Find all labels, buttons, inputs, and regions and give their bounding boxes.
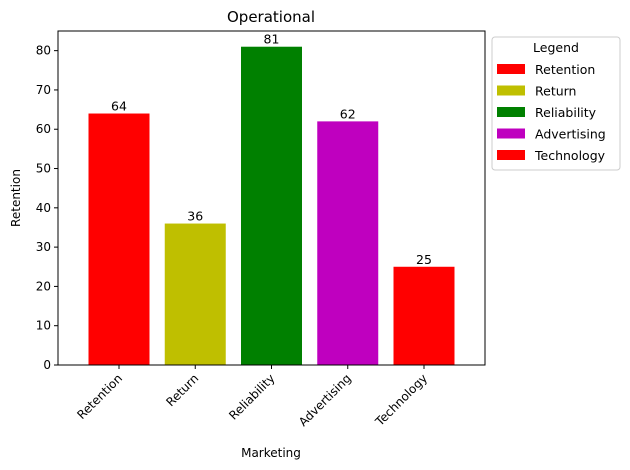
bar-return [164, 223, 226, 365]
bar-retention [88, 113, 150, 366]
x-axis: Retention Return Reliability Advertising Tec… [74, 365, 430, 429]
legend-swatch-retention [497, 64, 525, 74]
data-label-advertising: 62 [340, 106, 356, 121]
legend-entries: Retention Return Reliability Advertising Tec… [497, 62, 606, 163]
legend-label-reliability: Reliability [535, 105, 597, 120]
x-tick-label-return: Return [163, 371, 201, 409]
bar-technology [393, 266, 455, 365]
legend-label-return: Return [535, 84, 576, 99]
y-tick-label: 10 [36, 319, 51, 333]
y-tick-label: 80 [36, 44, 51, 58]
legend-label-retention: Retention [535, 62, 595, 77]
x-axis-label: Marketing [241, 446, 301, 460]
legend-label-technology: Technology [534, 148, 606, 163]
legend-title: Legend [533, 40, 579, 55]
data-label-technology: 25 [416, 252, 432, 267]
y-tick-label: 20 [36, 279, 51, 293]
data-labels-group: 64 36 81 62 25 [111, 32, 432, 267]
legend-swatch-reliability [497, 107, 525, 117]
legend-swatch-advertising [497, 128, 525, 139]
bar-reliability [241, 46, 302, 365]
chart-title: Operational [227, 8, 315, 26]
y-tick-label: 40 [36, 201, 51, 215]
y-tick-label: 0 [43, 358, 51, 372]
y-axis-label: Retention [9, 169, 23, 227]
y-tick-label: 60 [36, 122, 51, 136]
data-label-return: 36 [187, 209, 203, 224]
legend-swatch-return [497, 85, 525, 96]
y-axis: 0 10 20 30 40 50 60 70 80 [36, 44, 58, 372]
y-tick-label: 50 [36, 162, 51, 176]
data-label-reliability: 81 [264, 32, 280, 47]
bars-group [88, 46, 455, 366]
legend: Legend Retention Return Reliability Adverti… [491, 36, 621, 171]
plot-frame [57, 30, 486, 366]
legend-label-advertising: Advertising [535, 127, 606, 142]
legend-swatch-technology [497, 150, 525, 160]
y-tick-label: 30 [36, 240, 51, 254]
x-tick-label-advertising: Advertising [296, 371, 354, 429]
x-tick-label-technology: Technology [372, 371, 430, 429]
y-tick-label: 70 [36, 83, 51, 97]
x-tick-label-retention: Retention [74, 371, 125, 422]
bar-advertising [317, 121, 379, 366]
x-tick-label-reliability: Reliability [226, 371, 277, 422]
data-label-retention: 64 [111, 99, 127, 114]
